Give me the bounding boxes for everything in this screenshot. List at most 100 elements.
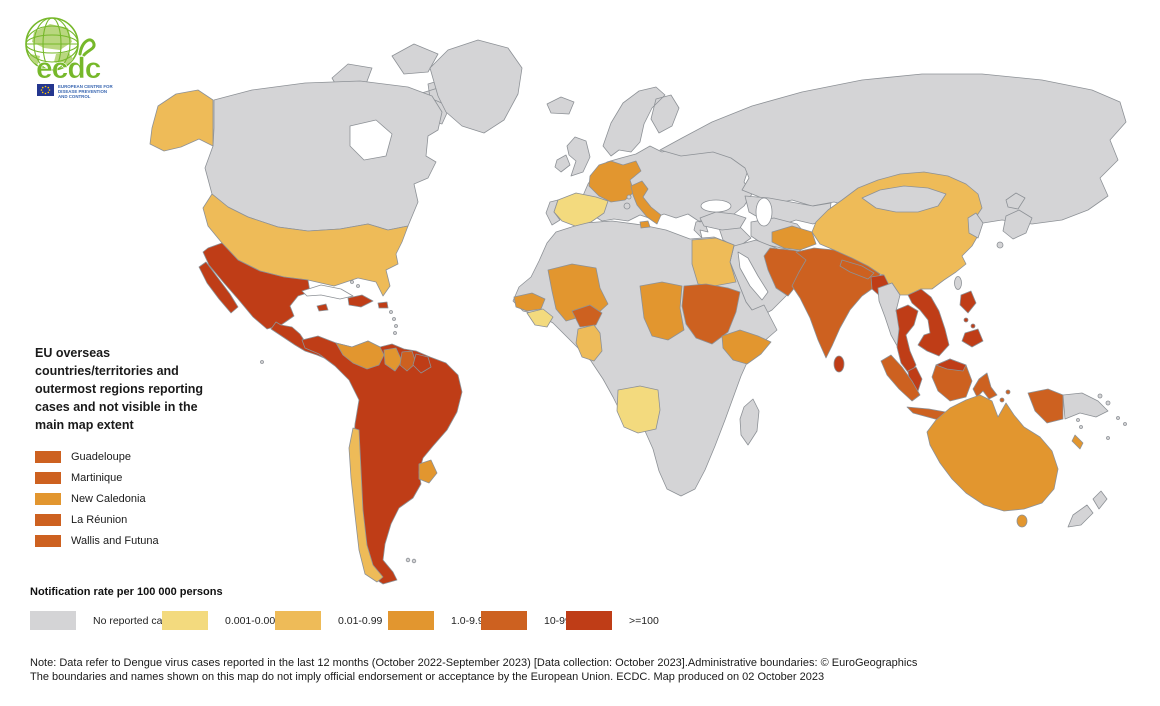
- country-sudan: [681, 283, 741, 345]
- region-scandinavia: [602, 86, 680, 157]
- legend-item-no-reported-cases: No reported cases: [30, 611, 179, 630]
- country-moluccas: [999, 389, 1011, 403]
- country-jamaica: [316, 303, 329, 312]
- ecdc-d-curl: [78, 38, 96, 57]
- legend-item-label: Guadeloupe: [71, 450, 131, 463]
- legend-item-label: La Réunion: [71, 513, 128, 526]
- small-islands: [260, 194, 1127, 564]
- color-swatch: [30, 611, 76, 630]
- legend-item-001-099: 0.01-0.99: [275, 611, 382, 630]
- country-cuba: [301, 284, 354, 300]
- country-french-guiana: [412, 353, 432, 374]
- country-suriname: [399, 350, 417, 372]
- country-angola: [616, 385, 661, 434]
- note-line-1: Note: Data refer to Dengue virus cases r…: [30, 657, 918, 669]
- hudson-bay: [349, 119, 393, 161]
- legend-item-label: New Caledonia: [71, 492, 146, 505]
- country-puerto-rico: [377, 301, 389, 309]
- country-sulawesi: [972, 372, 998, 400]
- country-spain: [553, 192, 609, 227]
- legend-item-0001-0009: 0.001-0.009: [162, 611, 281, 630]
- map-notes: Note: Data refer to Dengue virus cases r…: [30, 656, 917, 684]
- legend-item-guadeloupe: Guadeloupe: [35, 446, 235, 467]
- country-ethiopia: [721, 329, 772, 365]
- country-thailand: [895, 304, 919, 376]
- country-ghana: [575, 324, 603, 362]
- country-canada: [204, 80, 443, 232]
- country-greenland: [429, 39, 523, 134]
- legend-item-label: 1.0-9.99: [451, 614, 490, 627]
- country-new-zealand: [1067, 490, 1108, 528]
- country-japan: [996, 192, 1033, 249]
- country-burkina-faso: [571, 304, 603, 328]
- caspian-sea: [755, 197, 773, 227]
- country-france: [588, 160, 642, 203]
- country-mongolia: [861, 185, 947, 213]
- color-swatch: [162, 611, 208, 630]
- legend-item-label: No reported cases: [93, 614, 179, 627]
- legend-item-label: 10-99: [544, 614, 571, 627]
- rate-legend-title: Notification rate per 100 000 persons: [30, 586, 223, 598]
- globe-icon: [25, 17, 79, 71]
- country-australia: [926, 394, 1059, 512]
- legend-item-label: >=100: [629, 614, 659, 627]
- color-swatch: [35, 492, 61, 505]
- legend-item-gte-100: >=100: [566, 611, 659, 630]
- country-chile: [348, 427, 384, 583]
- ecdc-wordmark: ecdc: [36, 52, 101, 85]
- country-mexico: [198, 242, 311, 330]
- color-swatch: [275, 611, 321, 630]
- country-borneo-malaysia: [935, 358, 967, 372]
- overseas-legend-title: EU overseas countries/territories and ou…: [35, 346, 204, 432]
- country-egypt: [691, 237, 737, 287]
- ecdc-logo-graphic: ecdc EUROPEAN CENTRE FOR DISEASE PREVENT…: [25, 17, 113, 99]
- country-south-america: [301, 335, 463, 585]
- country-ireland: [554, 154, 571, 173]
- color-swatch: [35, 471, 61, 484]
- color-swatch: [35, 450, 61, 463]
- overseas-legend-items: Guadeloupe Martinique New Caledonia La R…: [35, 446, 235, 551]
- country-alaska: [149, 89, 214, 152]
- legend-item-new-caledonia: New Caledonia: [35, 488, 235, 509]
- legend-item-martinique: Martinique: [35, 467, 235, 488]
- black-sea: [700, 199, 732, 213]
- region-indochina: [907, 288, 950, 357]
- legend-item-10-999: 1.0-9.99: [388, 611, 490, 630]
- country-taiwan: [954, 276, 962, 290]
- country-turkey: [699, 211, 747, 231]
- eu-flag-icon: [37, 84, 54, 96]
- note-line-2: The boundaries and names shown on this m…: [30, 671, 825, 683]
- country-new-caledonia: [1071, 434, 1084, 450]
- color-swatch: [388, 611, 434, 630]
- country-west-papua: [1027, 388, 1064, 424]
- country-sri-lanka: [833, 355, 845, 373]
- legend-item-label: Martinique: [71, 471, 123, 484]
- country-madagascar: [739, 398, 760, 446]
- legend-item-wallis-and-futuna: Wallis and Futuna: [35, 530, 235, 551]
- legend-item-10-99: 10-99: [481, 611, 571, 630]
- country-guyana: [383, 347, 403, 372]
- legend-item-la-reunion: La Réunion: [35, 509, 235, 530]
- legend-item-label: 0.001-0.009: [225, 614, 282, 627]
- country-italy: [630, 180, 662, 229]
- ecdc-subtext-line1: EUROPEAN CENTRE FOR: [58, 84, 113, 89]
- country-venezuela: [335, 340, 385, 370]
- country-chad: [639, 281, 685, 341]
- ecdc-logo: ecdc EUROPEAN CENTRE FOR DISEASE PREVENT…: [16, 12, 136, 112]
- red-sea: [737, 251, 769, 301]
- country-russia: [659, 73, 1127, 225]
- country-uk: [566, 136, 591, 177]
- country-afghanistan: [771, 225, 817, 251]
- country-korea: [967, 212, 984, 239]
- overseas-legend: EU overseas countries/territories and ou…: [35, 344, 235, 551]
- ecdc-subtext-line3: AND CONTROL: [58, 94, 91, 99]
- ecdc-subtext-line2: DISEASE PREVENTION: [58, 89, 107, 94]
- country-papua-new-guinea: [1062, 392, 1109, 420]
- country-sumatra: [880, 354, 921, 402]
- country-iceland: [546, 96, 575, 115]
- color-swatch: [35, 513, 61, 526]
- country-uruguay: [418, 459, 438, 484]
- color-swatch: [566, 611, 612, 630]
